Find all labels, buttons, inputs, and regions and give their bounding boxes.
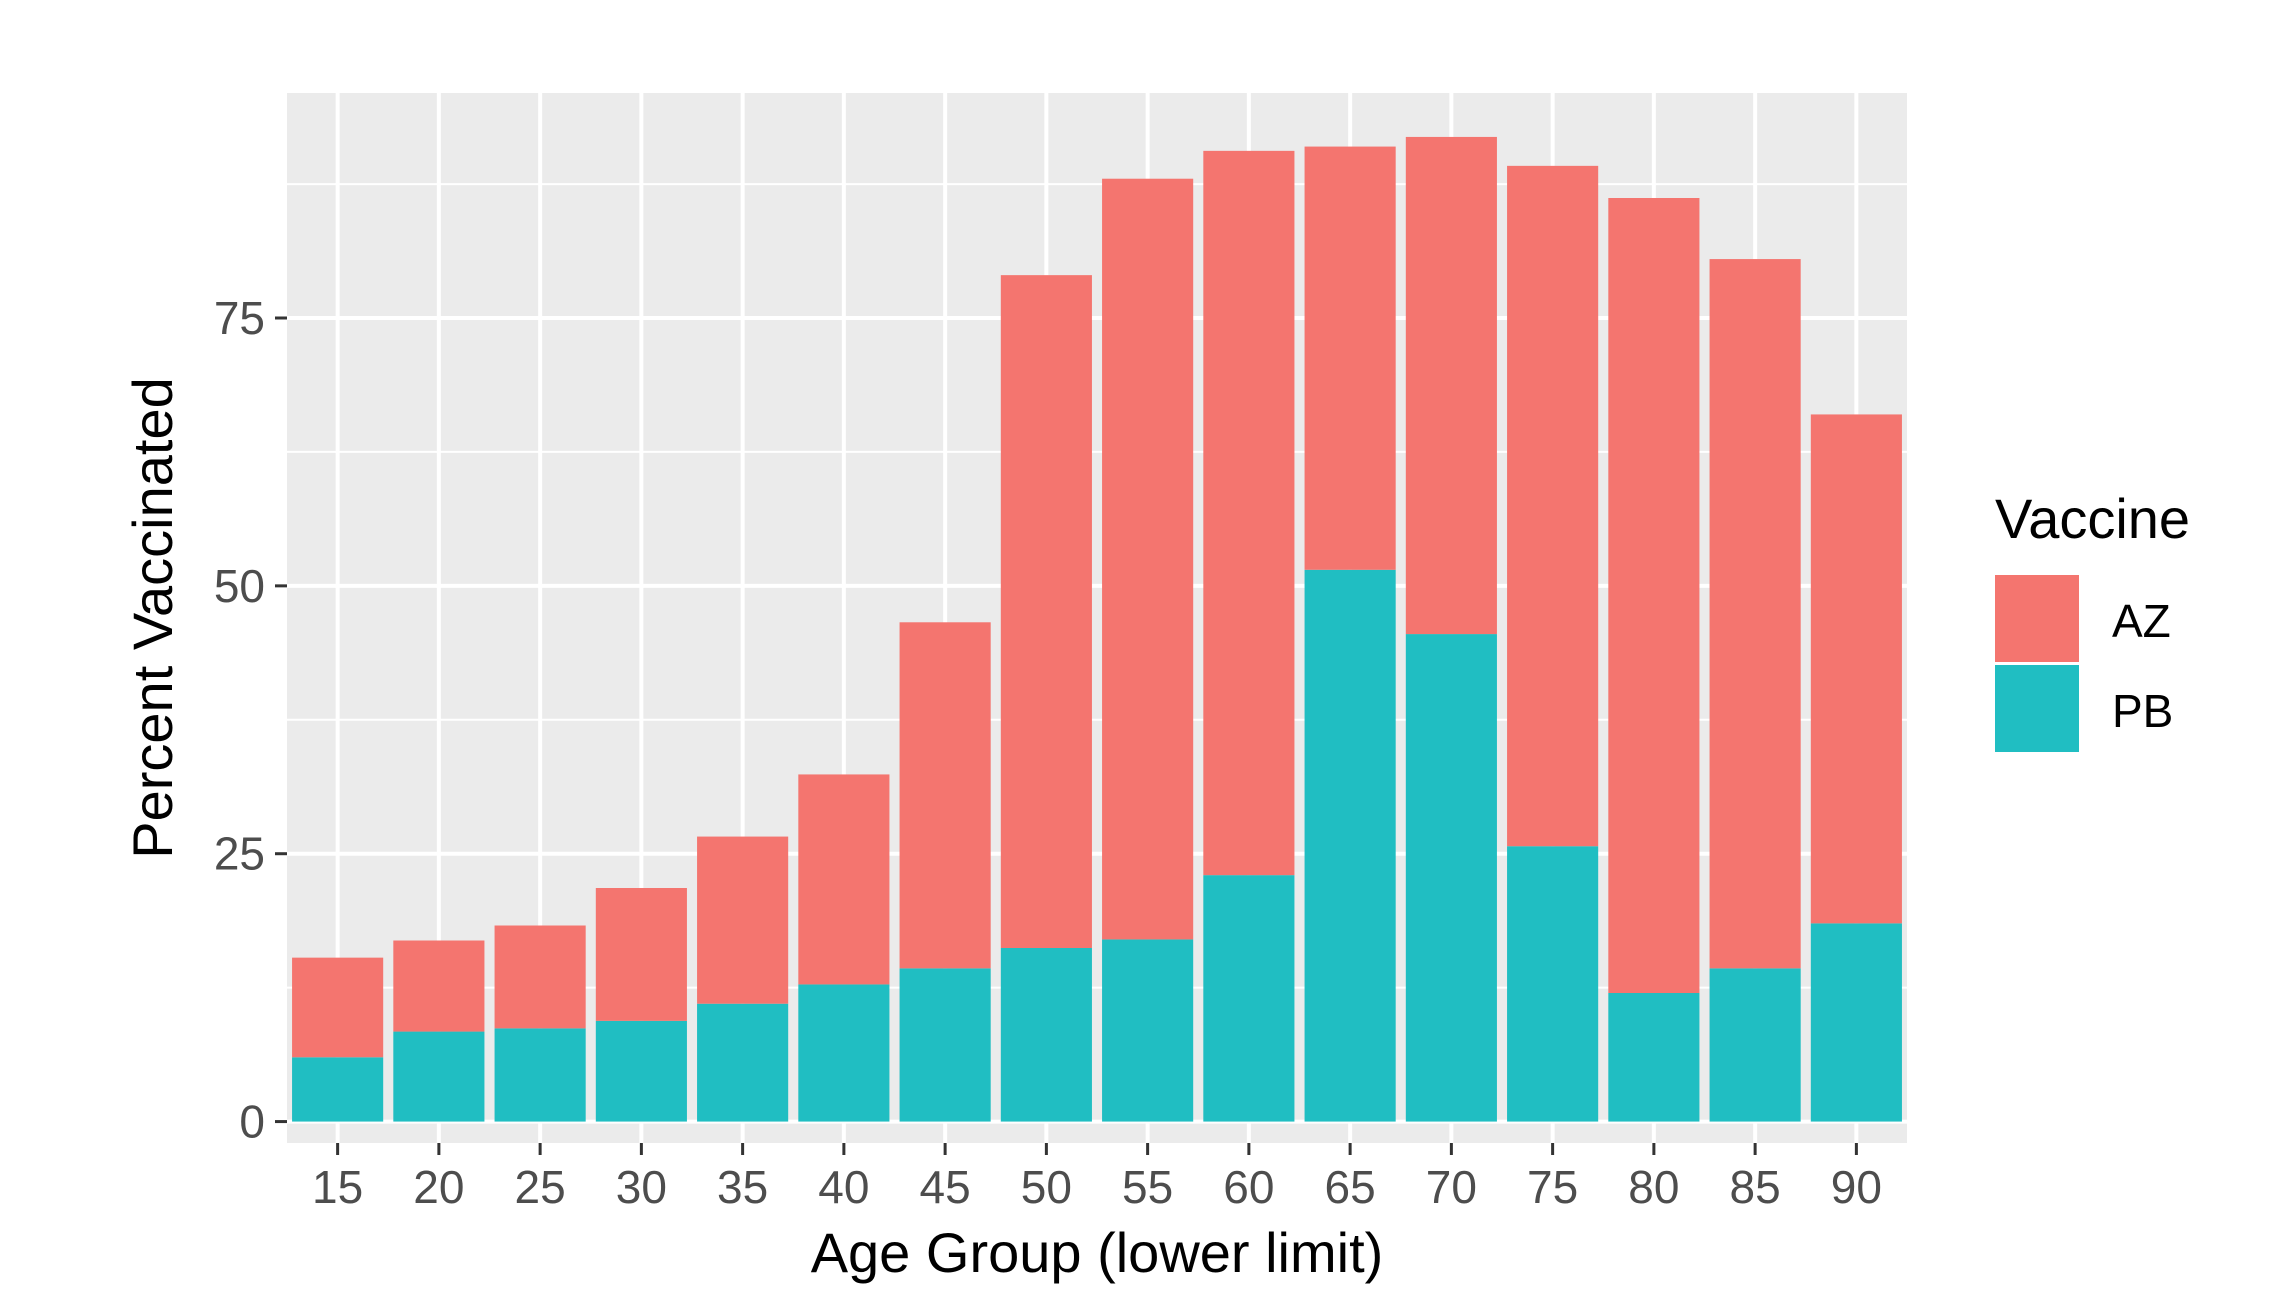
bar-pb-20 <box>393 1031 485 1122</box>
bar-pb-75 <box>1507 846 1599 1122</box>
bar-pb-30 <box>595 1020 687 1122</box>
bar-pb-35 <box>697 1003 789 1122</box>
y-tick-label: 75 <box>214 292 265 344</box>
y-axis-title: Percent Vaccinated <box>121 377 184 858</box>
bar-az-65 <box>1304 146 1396 570</box>
x-tick-label: 30 <box>616 1161 667 1213</box>
legend-title: Vaccine <box>1995 487 2190 550</box>
bar-az-35 <box>697 836 789 1004</box>
bars <box>292 136 1902 1122</box>
bar-az-50 <box>1000 275 1092 949</box>
x-tick-label: 50 <box>1021 1161 1072 1213</box>
bar-pb-85 <box>1709 968 1801 1122</box>
x-tick-label: 65 <box>1325 1161 1376 1213</box>
legend: Vaccine AZ PB <box>1995 487 2190 752</box>
bar-az-15 <box>292 957 384 1058</box>
bar-az-80 <box>1608 198 1700 993</box>
bar-az-55 <box>1102 178 1194 940</box>
x-tick-label: 85 <box>1730 1161 1781 1213</box>
bar-az-75 <box>1507 165 1599 847</box>
x-tick-label: 75 <box>1527 1161 1578 1213</box>
bar-az-25 <box>494 925 586 1029</box>
x-tick-label: 55 <box>1122 1161 1173 1213</box>
legend-label-az: AZ <box>2112 595 2171 647</box>
x-tick-label: 70 <box>1426 1161 1477 1213</box>
x-tick-label: 80 <box>1628 1161 1679 1213</box>
x-tick-label: 90 <box>1831 1161 1882 1213</box>
bar-pb-65 <box>1304 569 1396 1122</box>
x-tick-label: 15 <box>312 1161 363 1213</box>
bar-pb-70 <box>1405 634 1497 1122</box>
bar-az-45 <box>899 622 991 969</box>
bar-pb-15 <box>292 1057 384 1122</box>
bar-az-30 <box>595 888 687 1021</box>
x-tick-label: 35 <box>717 1161 768 1213</box>
bar-az-60 <box>1203 150 1295 876</box>
y-tick-label: 25 <box>214 828 265 880</box>
y-tick-label: 50 <box>214 560 265 612</box>
x-tick-label: 40 <box>818 1161 869 1213</box>
bar-pb-60 <box>1203 875 1295 1122</box>
legend-label-pb: PB <box>2112 685 2173 737</box>
bar-az-70 <box>1405 136 1497 635</box>
bar-pb-50 <box>1000 948 1092 1122</box>
x-tick-label: 20 <box>413 1161 464 1213</box>
bar-az-20 <box>393 940 485 1032</box>
x-axis-title: Age Group (lower limit) <box>811 1221 1384 1284</box>
bar-pb-90 <box>1810 923 1902 1122</box>
bar-pb-55 <box>1102 939 1194 1122</box>
x-tick-label: 25 <box>515 1161 566 1213</box>
bar-az-90 <box>1810 414 1902 924</box>
bar-pb-25 <box>494 1028 586 1122</box>
bar-az-85 <box>1709 259 1801 969</box>
y-tick-label: 0 <box>239 1096 265 1148</box>
legend-key-pb <box>1995 665 2079 752</box>
y-axis: 0 25 50 75 <box>214 292 287 1148</box>
x-tick-label: 45 <box>920 1161 971 1213</box>
legend-key-az <box>1995 575 2079 662</box>
bar-pb-80 <box>1608 993 1700 1122</box>
bar-pb-45 <box>899 968 991 1122</box>
x-tick-label: 60 <box>1223 1161 1274 1213</box>
bar-pb-40 <box>798 984 890 1122</box>
bar-az-40 <box>798 774 890 985</box>
x-axis: 15 20 25 30 35 40 45 50 55 60 65 70 75 80 85 90 <box>312 1143 1882 1213</box>
